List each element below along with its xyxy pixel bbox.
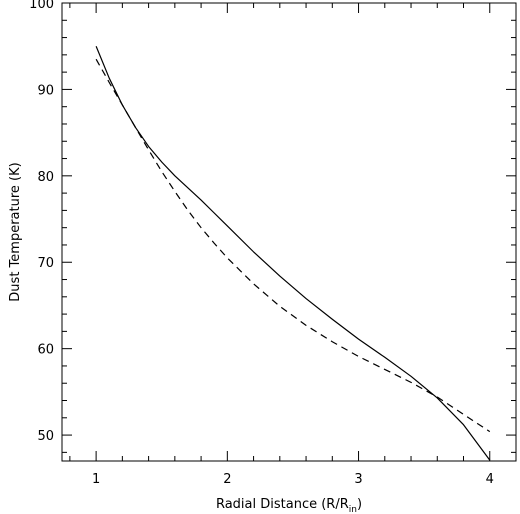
y-tick-label: 80 [37,170,54,185]
x-axis-label-subscript: in [349,505,357,514]
axis-ticks [62,2,517,461]
x-axis-label-main: Radial Distance (R/R [216,497,349,512]
x-tick-label: 2 [223,472,231,487]
solid-temperature-curve [95,45,491,461]
x-axis-label-tail: ) [357,497,362,512]
plot-frame [61,2,517,462]
y-tick-label: 100 [29,0,54,12]
y-tick-label: 50 [37,429,54,444]
dashed-temperature-curve [95,58,491,433]
x-tick-label: 3 [354,472,362,487]
x-tick-label: 4 [486,472,494,487]
x-axis-label: Radial Distance (R/Rin) [216,497,362,514]
tick-labels: 1 2 3 4 50 60 70 80 90 100 [29,0,494,487]
y-axis-label: Dust Temperature (K) [8,162,23,301]
y-tick-label: 60 [37,343,54,358]
y-tick-label: 70 [37,256,54,271]
series-group [95,45,491,461]
y-tick-label: 90 [37,83,54,98]
x-tick-label: 1 [92,472,100,487]
